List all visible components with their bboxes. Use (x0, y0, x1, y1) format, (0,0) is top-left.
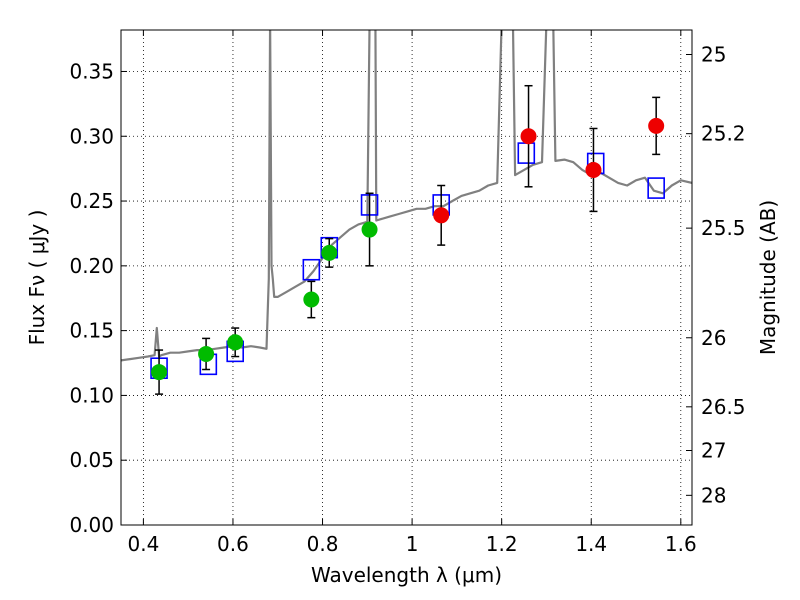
x-tick-label: 1 (406, 532, 419, 556)
nir-photometry-point (648, 117, 665, 134)
y-tick-label: 0.05 (69, 448, 114, 472)
y-tick-label: 0.00 (69, 513, 114, 537)
y-axis-label: Flux Fν ( μJy ) (25, 210, 49, 346)
plot-frame (120, 29, 693, 526)
y-tick-label: 0.35 (69, 59, 114, 83)
model-spectrum-line (121, 30, 692, 362)
y-tick-label: 0.20 (69, 254, 114, 278)
model-photometry-square (647, 177, 665, 199)
y2-tick-label: 26.5 (701, 395, 746, 419)
y2-tick-label: 26 (701, 326, 726, 350)
nir-photometry-point (520, 128, 537, 145)
x-tick-label: 0.4 (127, 532, 159, 556)
y2-tick-label: 25 (701, 42, 726, 66)
x-tick-label: 1.6 (665, 532, 697, 556)
grid-lines (121, 30, 692, 526)
y-tick-label: 0.15 (69, 319, 114, 343)
x-tick-label: 1.2 (486, 532, 518, 556)
model-photometry-square (517, 142, 536, 164)
optical-photometry-point (303, 291, 320, 308)
y-tick-label: 0.25 (69, 189, 114, 213)
axis-ticks: 0.4 0.6 0.8 1 1.2 1.4 1.6 0.00 0.05 0.10 0.15 0.20 0… (69, 30, 746, 556)
optical-photometry-point (321, 244, 338, 261)
y2-tick-label: 28 (701, 483, 726, 507)
y2-tick-label: 27 (701, 438, 726, 462)
x-tick-label: 1.4 (575, 532, 607, 556)
photometry-layer (150, 84, 665, 395)
y2-tick-label: 25.5 (701, 216, 746, 240)
optical-photometry-point (361, 221, 378, 238)
y2-tick-label: 25.2 (701, 122, 746, 146)
nir-photometry-point (433, 207, 450, 224)
model-spectrum-layer (121, 30, 692, 362)
nir-photometry-point (585, 161, 602, 178)
optical-photometry-point (227, 334, 244, 351)
model-photometry-square (302, 258, 321, 281)
x-axis-label: Wavelength λ (μm) (311, 563, 502, 587)
x-tick-label: 0.6 (217, 532, 249, 556)
optical-photometry-point (198, 345, 215, 362)
right-axis-label: Magnitude (AB) (756, 200, 780, 355)
y-tick-label: 0.30 (69, 124, 114, 148)
y-tick-label: 0.10 (69, 383, 114, 407)
optical-photometry-point (151, 364, 168, 381)
x-tick-label: 0.8 (307, 532, 339, 556)
